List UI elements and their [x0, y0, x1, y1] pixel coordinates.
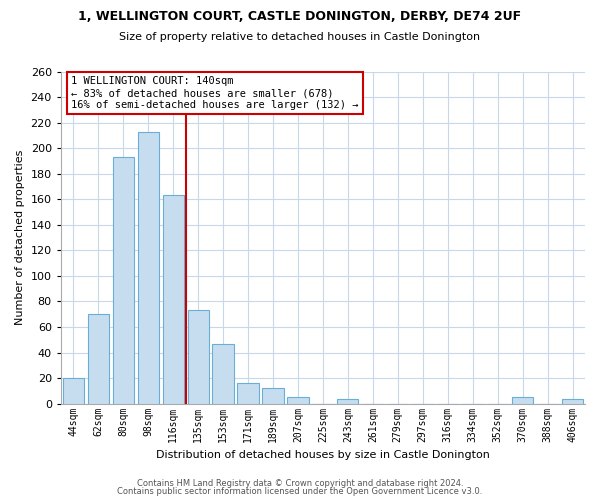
- Bar: [238, 383, 259, 404]
- Bar: [88, 314, 109, 404]
- Text: Size of property relative to detached houses in Castle Donington: Size of property relative to detached ho…: [119, 32, 481, 42]
- Bar: [337, 398, 358, 404]
- Text: 1 WELLINGTON COURT: 140sqm
← 83% of detached houses are smaller (678)
16% of sem: 1 WELLINGTON COURT: 140sqm ← 83% of deta…: [71, 76, 359, 110]
- Text: Contains public sector information licensed under the Open Government Licence v3: Contains public sector information licen…: [118, 487, 482, 496]
- Text: Contains HM Land Registry data © Crown copyright and database right 2024.: Contains HM Land Registry data © Crown c…: [137, 478, 463, 488]
- Bar: [562, 398, 583, 404]
- Y-axis label: Number of detached properties: Number of detached properties: [15, 150, 25, 326]
- Bar: [512, 398, 533, 404]
- Bar: [212, 344, 233, 404]
- Bar: [63, 378, 84, 404]
- X-axis label: Distribution of detached houses by size in Castle Donington: Distribution of detached houses by size …: [156, 450, 490, 460]
- Bar: [188, 310, 209, 404]
- Bar: [262, 388, 284, 404]
- Text: 1, WELLINGTON COURT, CASTLE DONINGTON, DERBY, DE74 2UF: 1, WELLINGTON COURT, CASTLE DONINGTON, D…: [79, 10, 521, 23]
- Bar: [163, 196, 184, 404]
- Bar: [113, 157, 134, 404]
- Bar: [287, 398, 308, 404]
- Bar: [137, 132, 159, 404]
